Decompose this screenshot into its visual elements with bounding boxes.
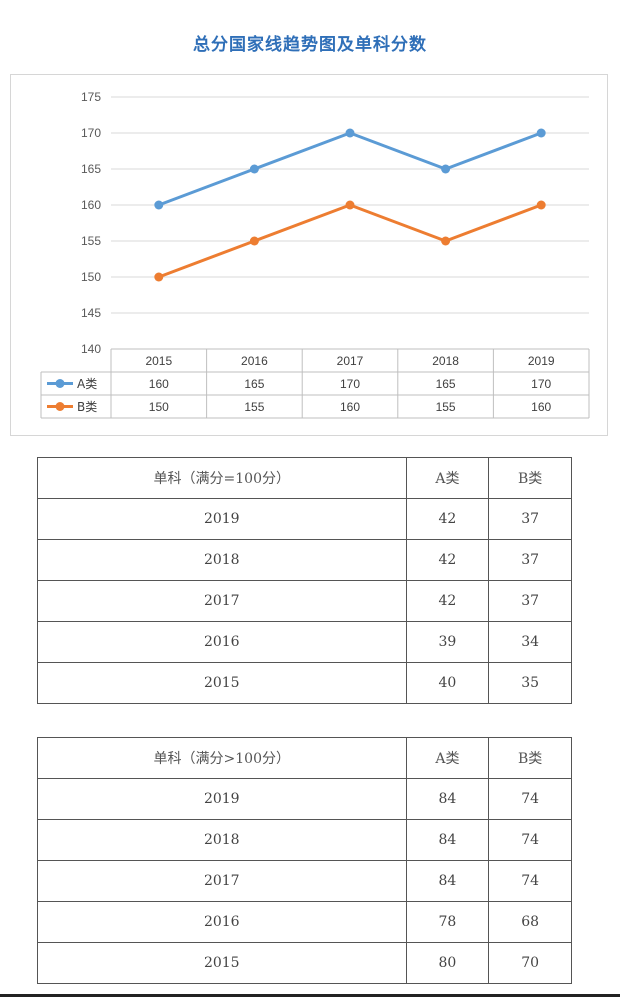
data-point [536,128,546,138]
data-table-value: 155 [436,400,456,414]
legend-marker [55,379,65,388]
data-table-value: 170 [531,377,551,391]
a-cell: 84 [405,819,490,861]
chart-container: 140 145 150 155 160 165 170 175 2015 2016 2017 2018… [10,74,608,436]
table-row: 2018 84 74 [37,819,572,861]
b-cell: 37 [488,539,572,581]
a-cell: 78 [405,901,490,943]
b-cell: 37 [488,580,572,622]
a-cell: 42 [405,498,490,540]
table-header-row: 单科（满分>100分） A类 B类 [37,737,572,779]
y-tick-label: 160 [81,198,101,212]
data-point [249,164,259,174]
year-cell: 2015 [37,662,407,704]
data-point [154,200,164,210]
year-cell: 2019 [37,498,407,540]
a-cell: 42 [405,539,490,581]
table-row: 2015 80 70 [37,942,572,984]
year-cell: 2017 [37,860,407,902]
year-cell: 2016 [37,901,407,943]
score-table-100: 单科（满分=100分） A类 B类 2019 42 37 2018 42 37 … [37,457,572,704]
header-b: B类 [488,457,572,499]
y-tick-label: 165 [81,162,101,176]
header-b: B类 [488,737,572,779]
b-cell: 35 [488,662,572,704]
year-cell: 2015 [37,942,407,984]
page-bottom-border [0,994,620,997]
data-point [441,164,451,174]
year-cell: 2017 [37,580,407,622]
score-table-over-100: 单科（满分>100分） A类 B类 2019 84 74 2018 84 74 … [37,737,572,984]
table-row: 2016 39 34 [37,621,572,663]
data-table-value: 150 [149,400,169,414]
year-cell: 2019 [37,778,407,820]
data-point [345,128,355,138]
a-cell: 80 [405,942,490,984]
table-header-row: 单科（满分=100分） A类 B类 [37,457,572,499]
a-cell: 42 [405,580,490,622]
y-tick-label: 150 [81,270,101,284]
data-point [536,200,546,210]
data-table-value: 165 [244,377,264,391]
legend-label: B类 [77,400,97,414]
a-cell: 84 [405,778,490,820]
y-tick-label: 170 [81,126,101,140]
header-a: A类 [405,737,490,779]
line-chart: 140 145 150 155 160 165 170 175 2015 2016 2017 2018… [40,90,590,419]
a-cell: 84 [405,860,490,902]
table-row: 2019 42 37 [37,498,572,540]
header-subject: 单科（满分=100分） [37,457,407,499]
table-row: 2018 42 37 [37,539,572,581]
data-point [154,272,164,282]
page-title: 总分国家线趋势图及单科分数 [193,35,427,55]
b-cell: 74 [488,860,572,902]
header-a: A类 [405,457,490,499]
data-table-value: 165 [436,377,456,391]
year-cell: 2018 [37,539,407,581]
b-cell: 70 [488,942,572,984]
table-row: 2015 40 35 [37,662,572,704]
y-tick-label: 155 [81,234,101,248]
data-point [249,236,259,246]
legend-marker [55,402,65,411]
table-row: 2017 42 37 [37,580,572,622]
b-cell: 74 [488,778,572,820]
data-point [345,200,355,210]
y-tick-label: 140 [81,342,101,356]
data-table-value: 170 [340,377,360,391]
table-row: 2019 84 74 [37,778,572,820]
a-cell: 39 [405,621,490,663]
x-tick-label: 2018 [432,354,459,368]
year-cell: 2016 [37,621,407,663]
data-table-value: 160 [340,400,360,414]
data-table-value: 160 [149,377,169,391]
legend-label: A类 [77,377,97,391]
data-point [441,236,451,246]
b-cell: 34 [488,621,572,663]
year-cell: 2018 [37,819,407,861]
header-subject: 单科（满分>100分） [37,737,407,779]
x-tick-label: 2016 [241,354,268,368]
b-cell: 74 [488,819,572,861]
x-tick-label: 2019 [528,354,555,368]
data-table-value: 155 [244,400,264,414]
x-tick-label: 2015 [145,354,172,368]
b-cell: 37 [488,498,572,540]
y-tick-label: 175 [81,90,101,104]
table-row: 2016 78 68 [37,901,572,943]
b-cell: 68 [488,901,572,943]
a-cell: 40 [405,662,490,704]
x-tick-label: 2017 [337,354,364,368]
y-tick-label: 145 [81,306,101,320]
table-row: 2017 84 74 [37,860,572,902]
data-table-value: 160 [531,400,551,414]
